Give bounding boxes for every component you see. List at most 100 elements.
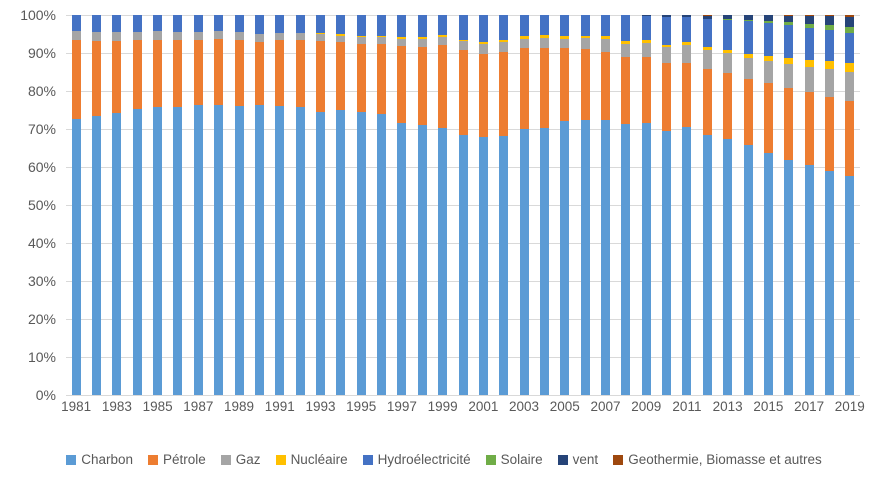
- legend-label-solaire: Solaire: [500, 452, 543, 467]
- bar-segment-gaz: [132, 31, 142, 41]
- bar-segment-vent: [743, 15, 753, 20]
- bar-1991: [275, 15, 285, 395]
- bar-segment-charbon: [478, 137, 488, 395]
- bar-1989: [234, 15, 244, 395]
- bar-segment-nucleaire: [601, 36, 610, 39]
- bar-segment-hydroelectricite: [377, 15, 387, 36]
- x-tick-label-1983: 1983: [101, 399, 132, 414]
- bar-segment-gaz: [478, 43, 488, 54]
- bar-segment-hydroelectricite: [458, 15, 468, 40]
- bar-1983: [112, 15, 122, 395]
- bar-segment-petrole: [193, 39, 203, 106]
- bar-1981: [71, 15, 81, 395]
- legend-swatch-vent: [557, 454, 568, 465]
- bar-segment-hydroelectricite: [824, 29, 834, 62]
- bar-segment-hydroelectricite: [560, 15, 570, 36]
- bar-segment-hydroelectricite: [214, 15, 224, 32]
- bar-segment-geothermie-biomasse-et-autres: [784, 15, 794, 16]
- bar-segment-gaz: [315, 33, 325, 41]
- bar-segment-nucleaire: [560, 35, 570, 39]
- bar-segment-geothermie-biomasse-et-autres: [804, 15, 814, 16]
- bar-segment-gaz: [784, 64, 794, 88]
- x-tick-label-2013: 2013: [712, 399, 743, 414]
- legend-swatch-petrole: [148, 454, 159, 465]
- bar-segment-hydroelectricite: [702, 19, 712, 48]
- bar-2010: [662, 15, 672, 395]
- bar-segment-hydroelectricite: [662, 16, 672, 45]
- legend-swatch-gaz: [220, 454, 231, 465]
- legend: Charbon Pétrole Gaz Nucléaire Hydroélectrici…: [0, 452, 888, 467]
- bar-segment-nucleaire: [438, 35, 448, 37]
- bar-segment-hydroelectricite: [580, 15, 590, 36]
- x-tick-label-1987: 1987: [183, 399, 214, 414]
- bar-1998: [417, 15, 427, 395]
- y-tick-label-20: 20%: [27, 311, 56, 327]
- bar-segment-vent: [702, 15, 712, 19]
- bar-segment-hydroelectricite: [356, 15, 366, 36]
- bar-segment-gaz: [539, 38, 549, 49]
- legend-label-nucleaire: Nucléaire: [290, 452, 348, 467]
- legend-item-gaz: Gaz: [220, 452, 261, 467]
- bar-segment-nucleaire: [763, 56, 773, 62]
- bar-segment-solaire: [743, 19, 753, 21]
- bar-segment-petrole: [804, 91, 814, 165]
- bar-segment-petrole: [92, 41, 102, 116]
- bar-segment-hydroelectricite: [92, 15, 102, 32]
- bar-segment-charbon: [784, 159, 794, 395]
- bar-segment-petrole: [377, 44, 387, 115]
- bar-1995: [356, 15, 366, 395]
- bar-segment-nucleaire: [519, 35, 529, 39]
- bar-2011: [682, 15, 692, 395]
- bar-segment-charbon: [214, 105, 224, 395]
- bar-segment-gaz: [560, 38, 570, 49]
- bar-segment-hydroelectricite: [723, 19, 733, 50]
- bar-segment-gaz: [153, 31, 163, 40]
- bar-segment-gaz: [92, 31, 102, 42]
- plot-area: [66, 15, 860, 396]
- x-tick-label-1993: 1993: [305, 399, 336, 414]
- bar-segment-geothermie-biomasse-et-autres: [824, 15, 834, 16]
- bar-segment-gaz: [275, 32, 285, 41]
- bar-segment-charbon: [173, 106, 183, 395]
- bar-2018: [824, 15, 834, 395]
- bar-segment-geothermie-biomasse-et-autres: [702, 15, 712, 16]
- bar-segment-gaz: [845, 71, 855, 102]
- legend-label-geothermie-biomasse-et-autres: Geothermie, Biomasse et autres: [628, 452, 822, 467]
- bar-segment-gaz: [743, 57, 753, 79]
- bar-segment-solaire: [804, 23, 814, 28]
- bar-segment-gaz: [662, 47, 672, 64]
- x-tick-label-2009: 2009: [631, 399, 662, 414]
- bar-segment-charbon: [763, 152, 773, 395]
- bar-segment-gaz: [377, 37, 387, 45]
- bar-segment-petrole: [417, 46, 427, 126]
- bar-segment-charbon: [193, 105, 203, 395]
- bar-segment-petrole: [743, 78, 753, 145]
- x-tick-label-1989: 1989: [224, 399, 255, 414]
- bar-segment-hydroelectricite: [173, 15, 183, 32]
- bar-segment-hydroelectricite: [601, 15, 610, 37]
- bar-segment-solaire: [845, 26, 855, 33]
- y-tick-label-80: 80%: [27, 83, 56, 99]
- legend-item-geothermie-biomasse-et-autres: Geothermie, Biomasse et autres: [613, 452, 822, 467]
- bar-segment-petrole: [519, 48, 529, 129]
- bar-segment-gaz: [438, 36, 448, 46]
- bar-segment-charbon: [499, 135, 509, 395]
- legend-label-charbon: Charbon: [81, 452, 134, 467]
- bar-segment-charbon: [641, 122, 651, 395]
- bar-segment-petrole: [621, 57, 631, 125]
- bar-1999: [438, 15, 448, 395]
- bar-segment-nucleaire: [377, 35, 387, 38]
- bar-2017: [804, 15, 814, 395]
- bar-segment-charbon: [662, 130, 672, 395]
- legend-item-solaire: Solaire: [485, 452, 543, 467]
- bar-segment-petrole: [397, 45, 407, 123]
- bar-segment-petrole: [539, 48, 549, 128]
- bar-segment-gaz: [193, 31, 203, 40]
- bar-segment-charbon: [397, 122, 407, 395]
- bar-segment-vent: [845, 16, 855, 27]
- x-tick-label-2019: 2019: [834, 399, 865, 414]
- bar-segment-nucleaire: [458, 39, 468, 42]
- bar-segment-hydroelectricite: [845, 32, 855, 64]
- bar-segment-solaire: [784, 21, 794, 25]
